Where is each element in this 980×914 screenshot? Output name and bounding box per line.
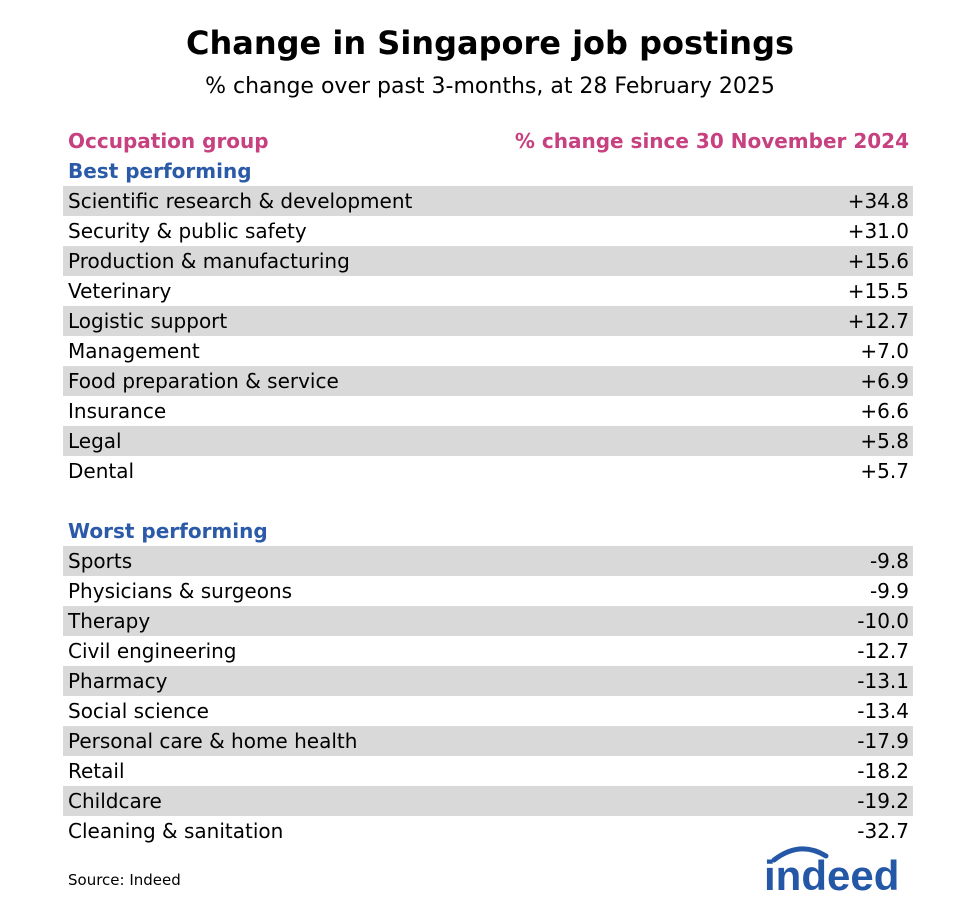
table-row: Cleaning & sanitation -32.7 (63, 816, 913, 846)
svg-text:indeed: indeed (764, 852, 899, 896)
table-row: Therapy -10.0 (63, 606, 913, 636)
chart-title: Change in Singapore job postings (185, 24, 795, 62)
change-value: +31.0 (847, 219, 909, 243)
table-row: Dental +5.7 (63, 456, 913, 486)
table-row: Civil engineering -12.7 (63, 636, 913, 666)
change-value: -9.8 (869, 549, 909, 573)
occupation-label: Scientific research & development (68, 189, 413, 213)
change-value: -18.2 (857, 759, 909, 783)
occupation-label: Personal care & home health (68, 729, 358, 753)
occupation-label: Food preparation & service (68, 369, 339, 393)
occupation-label: Veterinary (68, 279, 172, 303)
table-row: Sports -9.8 (63, 546, 913, 576)
occupation-label: Physicians & surgeons (68, 579, 293, 603)
table-row: Personal care & home health -17.9 (63, 726, 913, 756)
occupation-label: Sports (68, 549, 133, 573)
table-row: Production & manufacturing +15.6 (63, 246, 913, 276)
table-body: Best performing Scientific research & dev… (63, 156, 913, 846)
occupation-label: Retail (68, 759, 125, 783)
column-header-change: % change since 30 November 2024 (514, 129, 909, 153)
change-value: +34.8 (847, 189, 909, 213)
table-row: Childcare -19.2 (63, 786, 913, 816)
table-row: Scientific research & development +34.8 (63, 186, 913, 216)
change-value: +6.6 (860, 399, 909, 423)
chart-subtitle: % change over past 3-months, at 28 Febru… (205, 74, 775, 99)
occupation-label: Pharmacy (68, 669, 168, 693)
table-row: Management +7.0 (63, 336, 913, 366)
occupation-label: Insurance (68, 399, 167, 423)
occupation-label: Childcare (68, 789, 162, 813)
change-value: -17.9 (857, 729, 909, 753)
change-value: -19.2 (857, 789, 909, 813)
change-value: +5.7 (860, 459, 909, 483)
occupation-label: Legal (68, 429, 122, 453)
change-value: -10.0 (857, 609, 909, 633)
table-row: Security & public safety +31.0 (63, 216, 913, 246)
change-value: +15.6 (847, 249, 909, 273)
occupation-label: Dental (68, 459, 135, 483)
table-row: Physicians & surgeons -9.9 (63, 576, 913, 606)
change-value: -32.7 (857, 819, 909, 843)
change-value: +6.9 (860, 369, 909, 393)
occupation-label: Security & public safety (68, 219, 307, 243)
table-row: Social science -13.4 (63, 696, 913, 726)
section-header-label: Worst performing (68, 519, 268, 543)
table-row: Insurance +6.6 (63, 396, 913, 426)
section-header: Worst performing (63, 516, 913, 546)
source-note: Source: Indeed (68, 871, 181, 889)
occupation-label: Civil engineering (68, 639, 237, 663)
table-header-row: Occupation group % change since 30 Novem… (63, 126, 913, 156)
table-row: Retail -18.2 (63, 756, 913, 786)
occupation-label: Logistic support (68, 309, 228, 333)
table-row: Legal +5.8 (63, 426, 913, 456)
postings-table: Occupation group % change since 30 Novem… (63, 126, 913, 846)
occupation-label: Production & manufacturing (68, 249, 350, 273)
section-header: Best performing (63, 156, 913, 186)
change-value: -13.4 (857, 699, 909, 723)
change-value: +7.0 (860, 339, 909, 363)
change-value: +12.7 (847, 309, 909, 333)
section-spacer (63, 486, 913, 516)
section-header-label: Best performing (68, 159, 252, 183)
indeed-logo: indeed (764, 846, 899, 896)
column-header-occupation: Occupation group (68, 129, 269, 153)
change-value: -9.9 (869, 579, 909, 603)
occupation-label: Therapy (68, 609, 151, 633)
occupation-label: Management (68, 339, 200, 363)
table-row: Food preparation & service +6.9 (63, 366, 913, 396)
change-value: -13.1 (857, 669, 909, 693)
occupation-label: Social science (68, 699, 209, 723)
table-row: Logistic support +12.7 (63, 306, 913, 336)
table-row: Pharmacy -13.1 (63, 666, 913, 696)
change-value: +15.5 (847, 279, 909, 303)
occupation-label: Cleaning & sanitation (68, 819, 284, 843)
change-value: -12.7 (857, 639, 909, 663)
change-value: +5.8 (860, 429, 909, 453)
table-row: Veterinary +15.5 (63, 276, 913, 306)
